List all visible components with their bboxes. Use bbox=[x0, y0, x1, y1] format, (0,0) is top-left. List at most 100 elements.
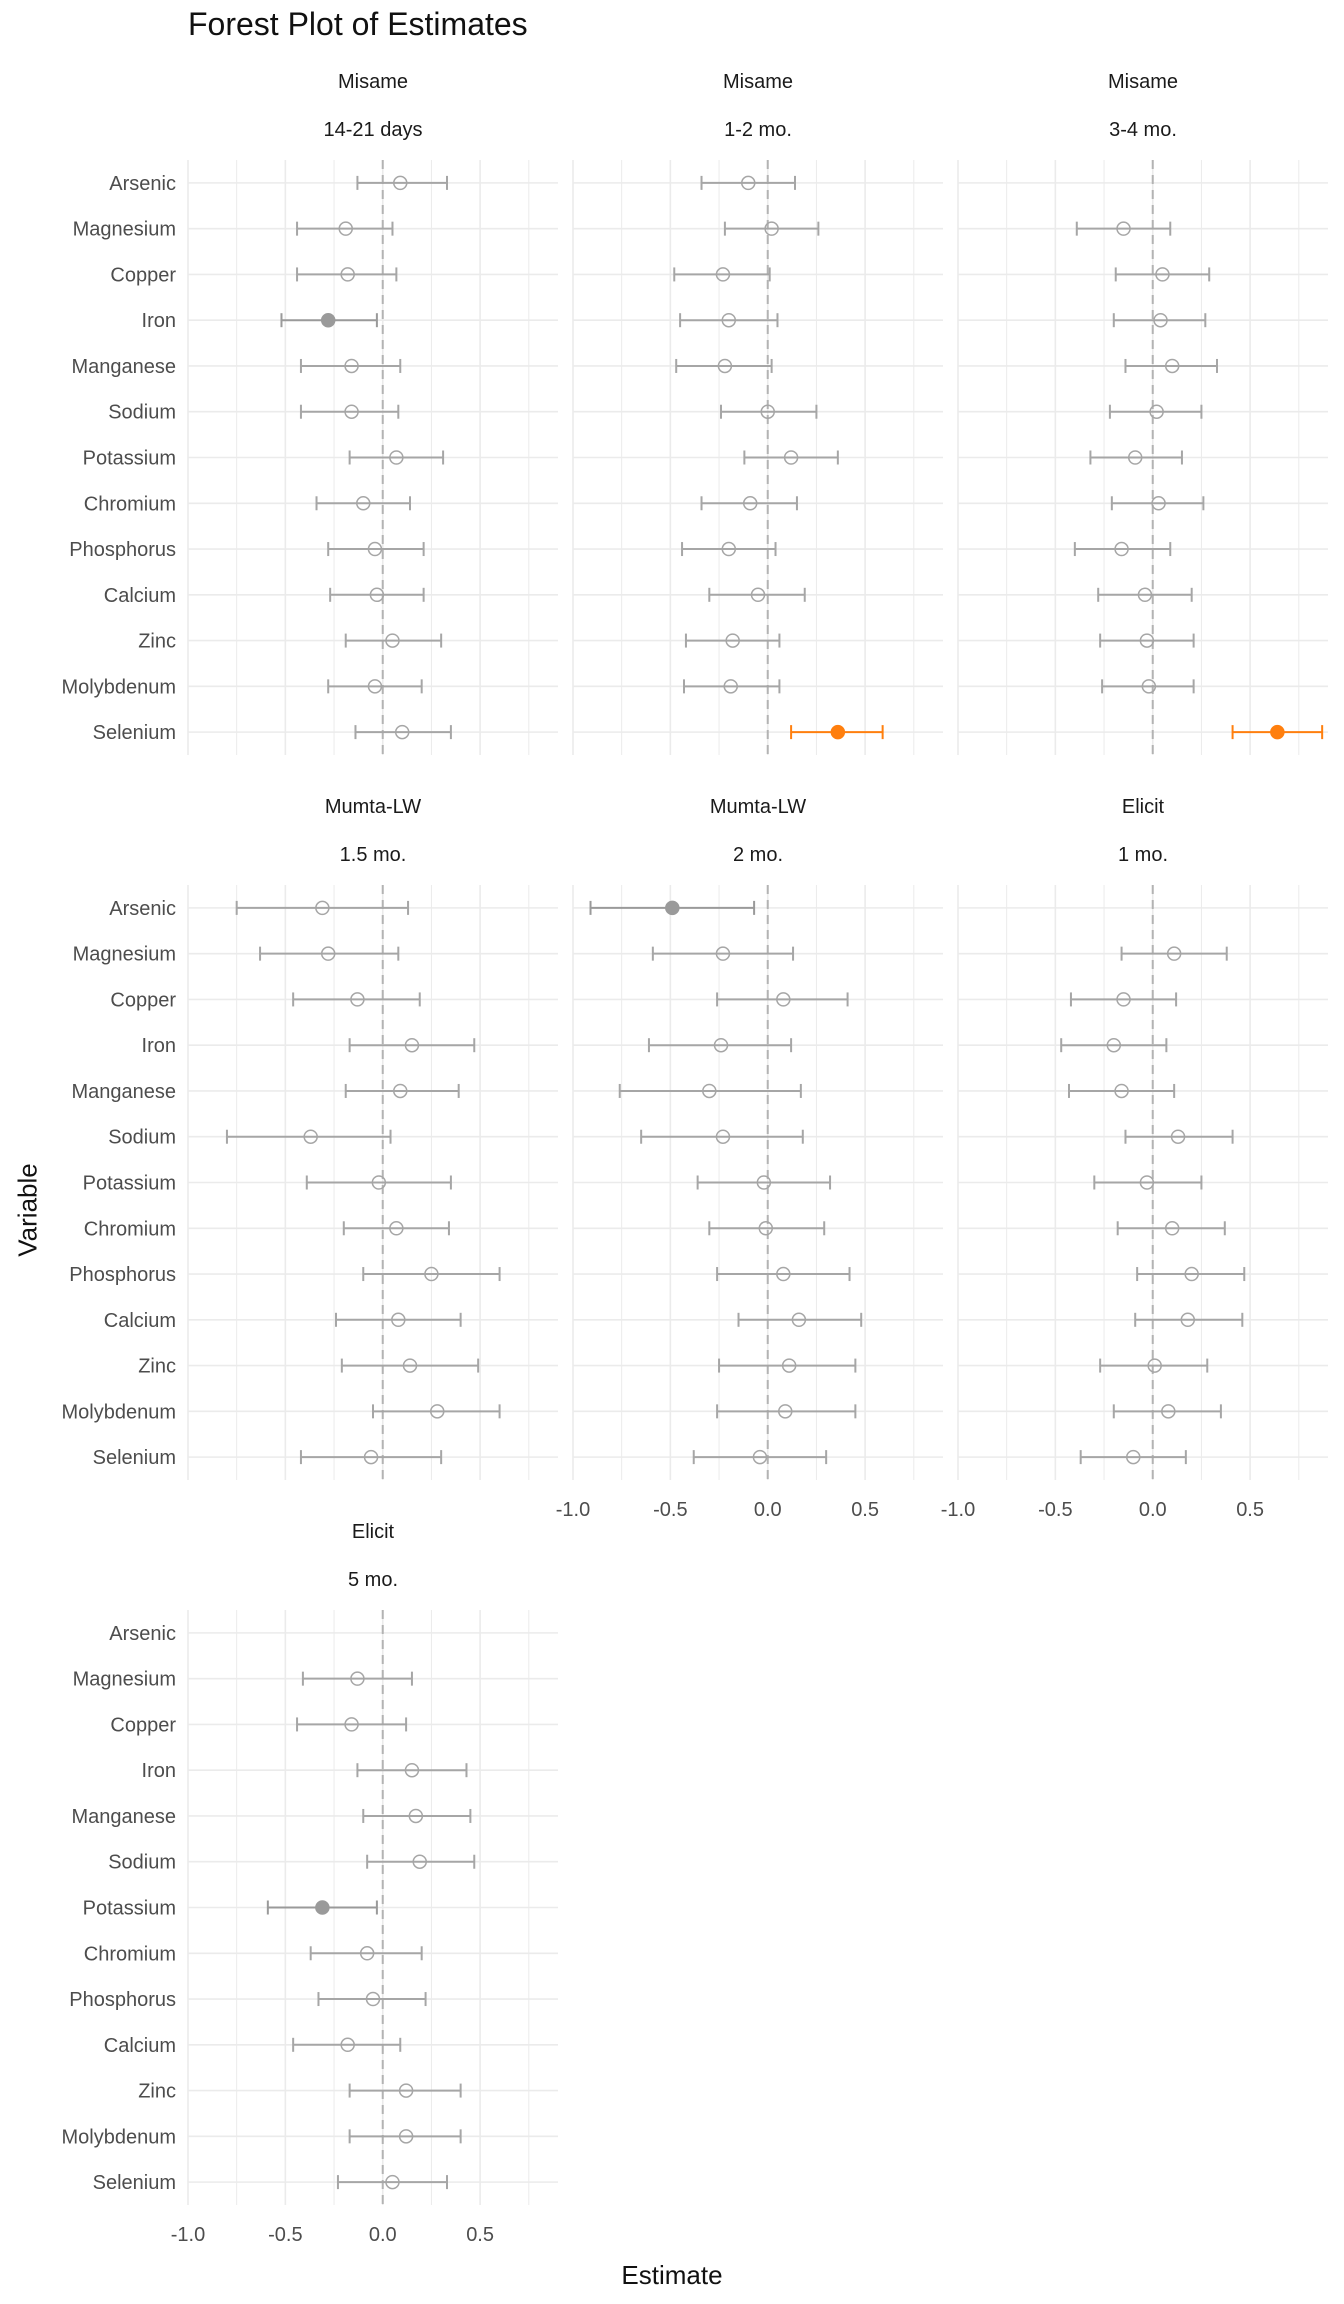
point-estimate bbox=[1166, 946, 1182, 961]
point-estimate bbox=[776, 992, 791, 1007]
point-estimate bbox=[344, 358, 359, 374]
point-estimate bbox=[365, 1991, 381, 2007]
point-estimate bbox=[303, 1129, 318, 1144]
point-estimate bbox=[393, 1083, 408, 1099]
y-tick-label: Iron bbox=[142, 1760, 176, 1782]
point-estimate bbox=[1149, 404, 1164, 419]
y-tick-label: Phosphorus bbox=[69, 1264, 176, 1286]
point-estimate bbox=[760, 404, 775, 419]
x-tick-label: 0.5 bbox=[851, 1499, 879, 1521]
y-tick-label: Arsenic bbox=[109, 1623, 176, 1645]
point-estimate bbox=[713, 1037, 729, 1053]
point-estimate bbox=[385, 2174, 400, 2190]
y-tick-label: Selenium bbox=[93, 722, 176, 744]
point-estimate-significant bbox=[320, 312, 336, 328]
x-tick-label: -0.5 bbox=[1038, 1499, 1072, 1521]
y-tick-label: Copper bbox=[110, 989, 176, 1011]
point-estimate bbox=[340, 267, 355, 282]
point-estimate bbox=[1161, 1404, 1176, 1419]
point-estimate bbox=[398, 2083, 414, 2098]
y-tick-label: Potassium bbox=[83, 448, 176, 470]
point-estimate bbox=[781, 1358, 797, 1373]
point-estimate bbox=[363, 1449, 379, 1465]
point-estimate bbox=[344, 404, 359, 419]
point-estimate bbox=[1127, 450, 1143, 465]
point-estimate bbox=[394, 724, 410, 740]
facet-strip-timepoint: 2 mo. bbox=[733, 844, 783, 866]
point-estimate bbox=[404, 1762, 420, 1778]
y-tick-label: Calcium bbox=[104, 585, 176, 607]
x-tick-label: -1.0 bbox=[556, 1499, 590, 1521]
y-tick-label: Chromium bbox=[84, 1943, 176, 1965]
point-estimate bbox=[1137, 587, 1153, 603]
point-estimate bbox=[791, 1312, 807, 1328]
y-tick-label: Magnesium bbox=[73, 1669, 176, 1691]
x-tick-label: -0.5 bbox=[653, 1499, 687, 1521]
point-estimate-significant bbox=[665, 900, 680, 916]
point-estimate bbox=[398, 2129, 414, 2144]
x-tick-label: -1.0 bbox=[171, 2224, 205, 2246]
facet-strip-timepoint: 5 mo. bbox=[348, 1569, 398, 1591]
point-estimate bbox=[715, 946, 731, 961]
y-tick-label: Potassium bbox=[83, 1898, 176, 1920]
point-estimate bbox=[752, 1449, 768, 1465]
point-estimate bbox=[340, 2037, 355, 2053]
chart-title: Forest Plot of Estimates bbox=[188, 6, 528, 42]
point-estimate bbox=[389, 1221, 404, 1236]
point-estimate bbox=[750, 587, 766, 603]
point-estimate bbox=[393, 175, 408, 191]
x-tick-label: 0.5 bbox=[1236, 1499, 1264, 1521]
y-tick-label: Iron bbox=[142, 310, 176, 332]
x-tick-label: 0.0 bbox=[369, 2224, 397, 2246]
y-tick-label: Arsenic bbox=[109, 898, 176, 920]
y-tick-label: Phosphorus bbox=[69, 1989, 176, 2011]
point-estimate bbox=[758, 1221, 774, 1236]
facet-strip-timepoint: 1 mo. bbox=[1118, 844, 1168, 866]
y-tick-label: Zinc bbox=[138, 1356, 176, 1378]
x-tick-label: 0.5 bbox=[466, 2224, 494, 2246]
facet-strip-timepoint: 3-4 mo. bbox=[1109, 119, 1177, 141]
point-estimate bbox=[778, 1404, 793, 1419]
y-tick-label: Sodium bbox=[108, 402, 176, 424]
point-estimate bbox=[315, 900, 330, 916]
y-tick-label: Molybdenum bbox=[61, 676, 176, 698]
point-estimate bbox=[715, 1129, 731, 1144]
point-estimate bbox=[1116, 221, 1131, 236]
y-tick-label: Potassium bbox=[83, 1173, 176, 1195]
y-tick-label: Arsenic bbox=[109, 173, 176, 195]
point-estimate bbox=[721, 541, 737, 557]
y-tick-label: Calcium bbox=[104, 1310, 176, 1332]
facet-strip-study: Misame bbox=[1108, 71, 1178, 93]
x-tick-label: -1.0 bbox=[941, 1499, 975, 1521]
point-estimate bbox=[391, 1312, 406, 1328]
point-estimate-significant bbox=[830, 724, 846, 740]
point-estimate bbox=[741, 175, 756, 191]
point-estimate bbox=[717, 358, 733, 374]
y-tick-label: Magnesium bbox=[73, 219, 176, 241]
point-estimate bbox=[1114, 541, 1129, 557]
point-estimate bbox=[1116, 992, 1131, 1007]
point-estimate bbox=[389, 450, 404, 465]
point-estimate bbox=[371, 1175, 387, 1190]
point-estimate bbox=[385, 633, 400, 648]
y-tick-label: Zinc bbox=[138, 631, 176, 653]
y-tick-label: Chromium bbox=[84, 493, 176, 515]
y-tick-label: Phosphorus bbox=[69, 539, 176, 561]
point-estimate bbox=[1164, 1221, 1180, 1236]
y-tick-label: Copper bbox=[110, 264, 176, 286]
facet-strip-study: Misame bbox=[723, 71, 793, 93]
point-estimate bbox=[356, 496, 371, 511]
y-tick-label: Iron bbox=[142, 1035, 176, 1057]
point-estimate bbox=[715, 267, 731, 282]
point-estimate bbox=[408, 1808, 424, 1824]
facet-strip-study: Mumta-LW bbox=[710, 796, 806, 818]
y-tick-label: Selenium bbox=[93, 2172, 176, 2194]
y-tick-label: Molybdenum bbox=[61, 1401, 176, 1423]
point-estimate bbox=[1170, 1129, 1186, 1144]
y-tick-label: Sodium bbox=[108, 1127, 176, 1149]
y-tick-label: Manganese bbox=[71, 356, 176, 378]
point-estimate bbox=[344, 1717, 359, 1732]
point-estimate bbox=[338, 221, 353, 236]
point-estimate bbox=[1126, 1449, 1141, 1465]
y-tick-label: Sodium bbox=[108, 1852, 176, 1874]
